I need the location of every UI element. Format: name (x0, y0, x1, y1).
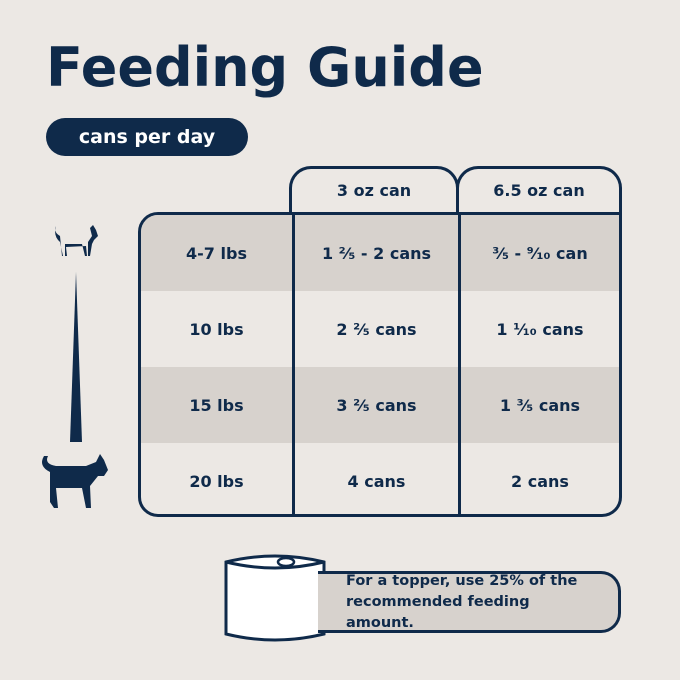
oz65-cell: ³⁄₅ - ⁹⁄₁₀ can (458, 215, 619, 291)
table-row: 20 lbs 4 cans 2 cans (141, 443, 619, 514)
oz3-cell: 1 ²⁄₅ - 2 cans (292, 215, 458, 291)
topper-note-text: For a topper, use 25% of the recommended… (346, 572, 578, 631)
feeding-table: 4-7 lbs 1 ²⁄₅ - 2 cans ³⁄₅ - ⁹⁄₁₀ can 10… (138, 212, 622, 517)
weight-cell: 20 lbs (189, 471, 244, 491)
page-title: Feeding Guide (46, 36, 484, 99)
oz3-cell: 2 ²⁄₅ cans (292, 291, 458, 367)
cans-per-day-badge: cans per day (46, 118, 248, 156)
oz3-cell: 4 cans (292, 443, 458, 514)
table-row: 15 lbs 3 ²⁄₅ cans 1 ³⁄₅ cans (141, 367, 619, 443)
oz65-cell: 2 cans (458, 443, 619, 514)
oz65-cell: 1 ¹⁄₁₀ cans (458, 291, 619, 367)
header-3oz: 3 oz can (289, 166, 459, 212)
size-wedge-icon (70, 272, 82, 442)
weight-cell: 10 lbs (189, 319, 244, 339)
table-row: 4-7 lbs 1 ²⁄₅ - 2 cans ³⁄₅ - ⁹⁄₁₀ can (141, 215, 619, 291)
large-cat-icon (42, 454, 108, 508)
oz65-cell: 1 ³⁄₅ cans (458, 367, 619, 443)
small-cat-icon (55, 225, 98, 256)
weight-cell: 4-7 lbs (186, 243, 247, 263)
oz3-cell: 3 ²⁄₅ cans (292, 367, 458, 443)
topper-note: For a topper, use 25% of the recommended… (318, 571, 621, 633)
can-icon (224, 554, 326, 642)
header-6-5oz: 6.5 oz can (456, 166, 622, 212)
weight-cell: 15 lbs (189, 395, 244, 415)
table-row: 10 lbs 2 ²⁄₅ cans 1 ¹⁄₁₀ cans (141, 291, 619, 367)
